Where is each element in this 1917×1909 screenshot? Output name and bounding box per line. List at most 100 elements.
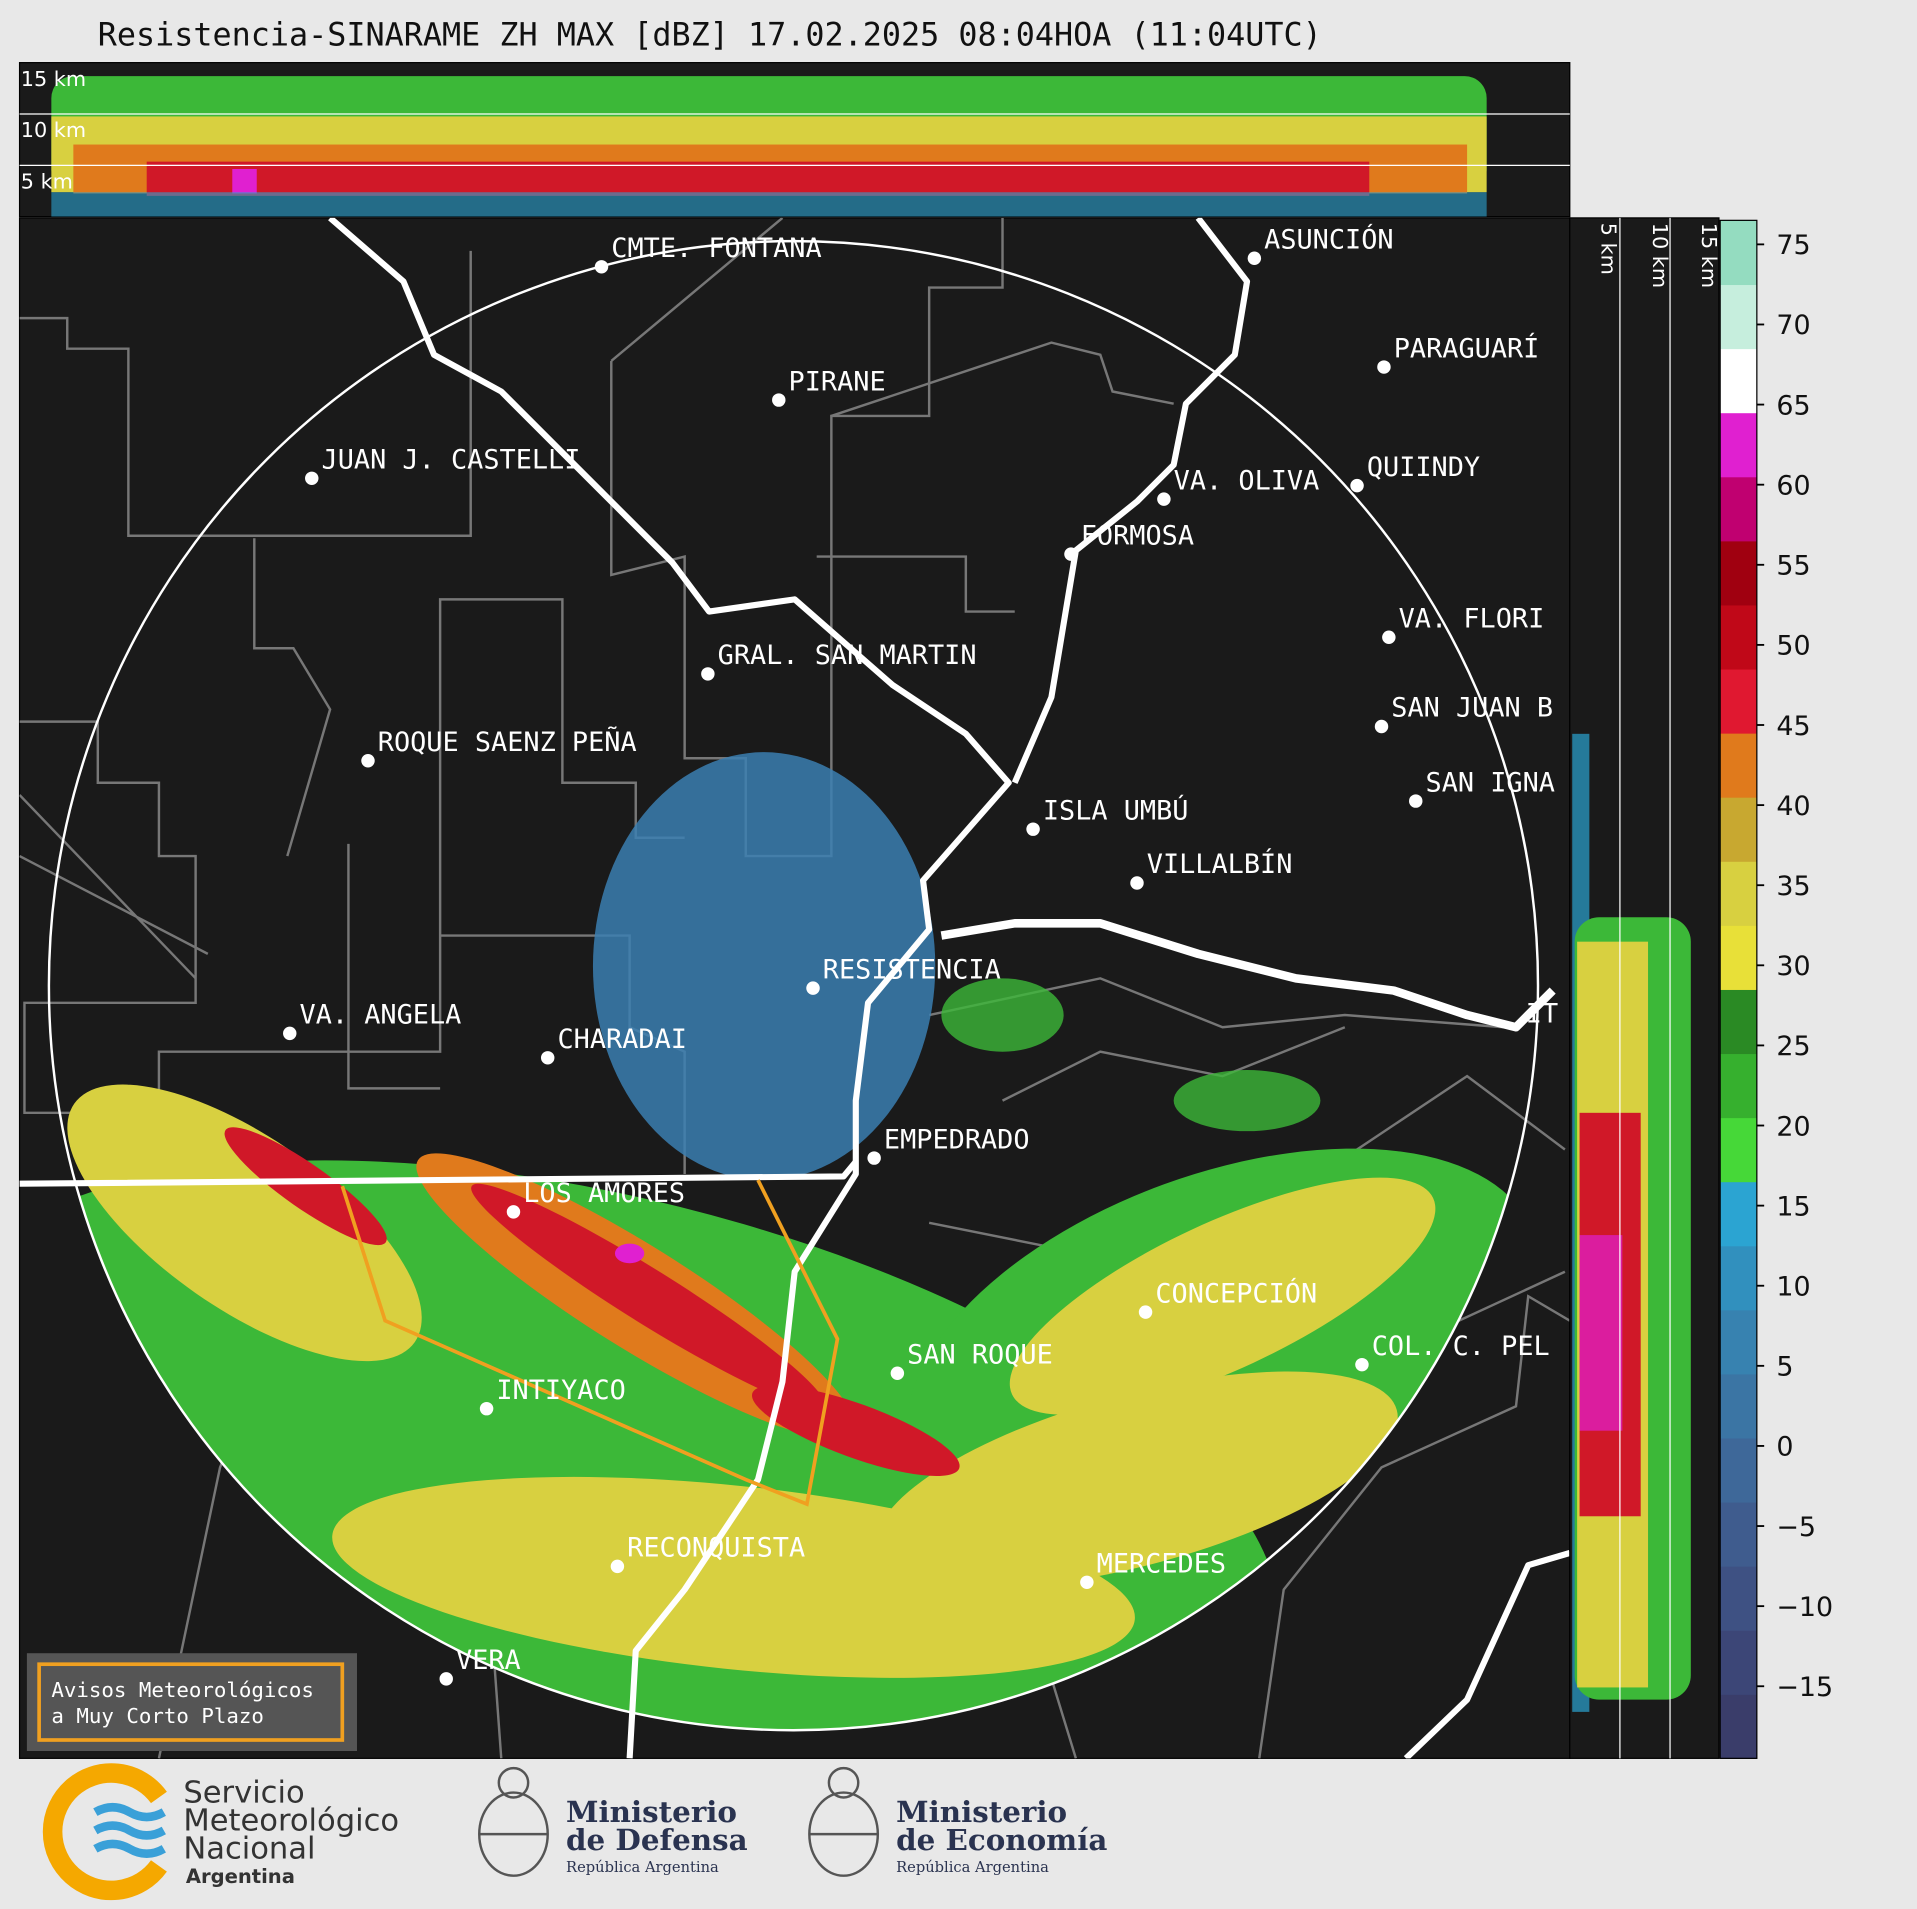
city-dot — [1355, 1357, 1369, 1372]
colorbar-band — [1720, 348, 1757, 414]
city-dot — [806, 981, 820, 995]
colorbar-tick-label: −15 — [1776, 1672, 1833, 1703]
city-label: EMPEDRADO — [884, 1124, 1030, 1155]
city-label: CONCEPCIÓN — [1155, 1277, 1317, 1309]
logo-text: de Defensa — [566, 1822, 748, 1857]
colorbar-band — [1720, 1694, 1757, 1759]
logo-text: República Argentina — [896, 1859, 1049, 1876]
echo-yellow — [876, 1371, 1398, 1588]
city-dot — [1080, 1575, 1094, 1590]
colorbar-band — [1720, 1309, 1757, 1375]
colorbar-tick-label: 5 — [1776, 1352, 1793, 1383]
height-label: 10 km — [21, 118, 86, 142]
echo-red — [146, 161, 1370, 196]
cities: CMTE. FONTANA PIRANE JUAN J. CASTELLI ASUNC… — [283, 223, 1558, 1686]
city-label: ASUNCIÓN — [1264, 223, 1393, 255]
logo-text: Ministerio — [566, 1794, 737, 1829]
city-dot — [890, 1366, 905, 1380]
logo-text: Nacional — [183, 1832, 315, 1867]
colorbar-band — [1720, 604, 1757, 670]
echo-red — [471, 1183, 825, 1409]
height-label: 15 km — [1697, 223, 1721, 288]
city-dot — [1157, 492, 1171, 506]
city-label: CHARADAI — [557, 1024, 686, 1055]
city-dot — [701, 667, 715, 681]
notice-box — [26, 1653, 357, 1752]
colorbar-band — [1720, 989, 1757, 1055]
river — [1403, 1550, 1570, 1759]
city-label: PIRANE — [789, 366, 886, 397]
colorbar-band — [1720, 1437, 1757, 1503]
boundary — [19, 1159, 859, 1187]
city-dot — [361, 753, 375, 768]
river — [940, 919, 1556, 1032]
logo-text: de Economía — [896, 1822, 1107, 1857]
colorbar-band — [1720, 540, 1757, 606]
emblem — [808, 1766, 880, 1877]
colorbar-band — [1720, 797, 1757, 862]
city-dot — [1374, 719, 1389, 734]
warning-polygon — [340, 1179, 840, 1507]
city-label: SAN JUAN B — [1391, 693, 1553, 724]
city-label: QUIINDY — [1367, 452, 1480, 483]
echo-magenta — [1579, 1235, 1623, 1431]
city-label: INTIYACO — [496, 1375, 625, 1406]
colorbar-band — [1720, 733, 1757, 798]
city-label: FORMOSA — [1081, 520, 1194, 551]
city-dot — [867, 1151, 881, 1165]
city-label: GRAL. SAN MARTIN — [718, 640, 977, 671]
city-dot — [772, 393, 786, 407]
colorbar-band — [1720, 1566, 1757, 1631]
city-dot — [1350, 478, 1364, 493]
city-label: LOS AMORES — [523, 1178, 685, 1209]
city-dot — [1377, 360, 1391, 374]
echo-magenta — [614, 1243, 645, 1264]
height-label: 15 km — [21, 67, 86, 91]
colorbar-band — [1720, 1502, 1757, 1567]
city-dot — [1026, 822, 1040, 836]
city-dot — [305, 471, 319, 486]
colorbar-tick-label: 50 — [1776, 631, 1810, 662]
city-label: ISLA UMBÚ — [1043, 794, 1189, 826]
logo-text: Ministerio — [896, 1794, 1067, 1829]
city-dot — [1130, 876, 1144, 890]
city-label: SAN ROQUE — [907, 1339, 1053, 1370]
border — [19, 538, 441, 1090]
colorbar-band — [1720, 220, 1757, 286]
city-label: RESISTENCIA — [823, 954, 1001, 985]
logo-text: Argentina — [186, 1865, 295, 1888]
river — [328, 217, 1012, 1759]
echo-red — [751, 1385, 960, 1477]
emblem — [478, 1766, 549, 1877]
city-dot — [594, 260, 609, 274]
echo-red — [224, 1127, 387, 1246]
colorbar-tick-label: 60 — [1776, 470, 1810, 501]
city-label: ROQUE SAENZ PEÑA — [378, 726, 637, 758]
echo-green — [1173, 1070, 1321, 1132]
echo-yellow — [1009, 1177, 1436, 1415]
city-dot — [610, 1559, 625, 1574]
city-dot — [1138, 1305, 1153, 1319]
city-label: VA. ANGELA — [300, 1000, 462, 1031]
colorbar-band — [1720, 861, 1757, 926]
logo-text: Meteorológico — [183, 1803, 399, 1838]
colorbar-band — [1720, 476, 1757, 542]
height-label: 5 km — [21, 170, 73, 194]
notice-text: a Muy Corto Plazo — [51, 1704, 264, 1728]
rivers — [19, 217, 1570, 1759]
colorbar-tick-label: −5 — [1776, 1512, 1816, 1543]
colorbar-tick-label: 30 — [1776, 951, 1810, 982]
colorbar-frame — [1719, 219, 1758, 1759]
city-dot — [479, 1401, 494, 1416]
city-label: MERCEDES — [1097, 1549, 1226, 1580]
city-label: IT — [1526, 998, 1558, 1029]
city-label: VA. FLORI — [1399, 603, 1545, 634]
colorbar-tick-label: 45 — [1776, 711, 1810, 742]
right-echo — [1572, 733, 1691, 1712]
city-label: VILLALBÍN — [1147, 848, 1293, 880]
city-label: CMTE. FONTANA — [611, 233, 821, 264]
colorbar-band — [1720, 1373, 1757, 1439]
